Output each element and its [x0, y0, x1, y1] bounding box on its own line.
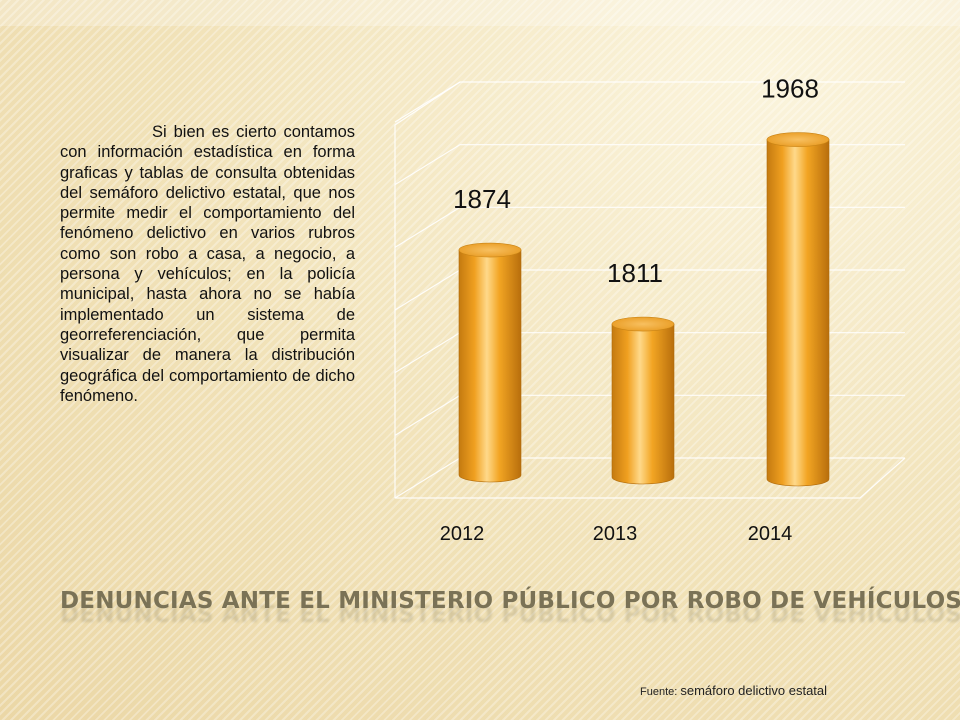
source-note: Fuente: semáforo delictivo estatal [640, 683, 827, 698]
chart-x-tick-labels: 2012 2013 2014 [440, 523, 793, 545]
gridline [394, 144, 905, 186]
x-tick-label: 2013 [593, 523, 638, 545]
data-label: 1811 [607, 258, 663, 288]
chart-floor [395, 457, 906, 499]
top-band [0, 0, 960, 26]
gridline [394, 206, 905, 248]
bar-2012 [458, 242, 522, 483]
chart-bars [458, 132, 830, 487]
gridline [394, 81, 905, 123]
x-tick-label: 2012 [440, 523, 485, 545]
source-value: semáforo delictivo estatal [680, 683, 828, 698]
slide-title: DENUNCIAS ANTE EL MINISTERIO PÚBLICO POR… [60, 588, 960, 614]
chart-side-wall [394, 81, 461, 498]
data-label: 1968 [761, 74, 819, 104]
bar-chart: 1874 1811 1968 2012 2013 2014 [394, 74, 906, 545]
chart-data-labels: 1874 1811 1968 [453, 74, 819, 288]
chart-frame [394, 81, 906, 499]
source-label: Fuente: [640, 686, 681, 698]
x-tick-label: 2014 [748, 523, 793, 545]
data-label: 1874 [453, 184, 511, 214]
body-text: Si bien es cierto contamos con informaci… [60, 123, 355, 405]
bar-2013 [611, 316, 675, 485]
bar-2014 [766, 132, 830, 487]
